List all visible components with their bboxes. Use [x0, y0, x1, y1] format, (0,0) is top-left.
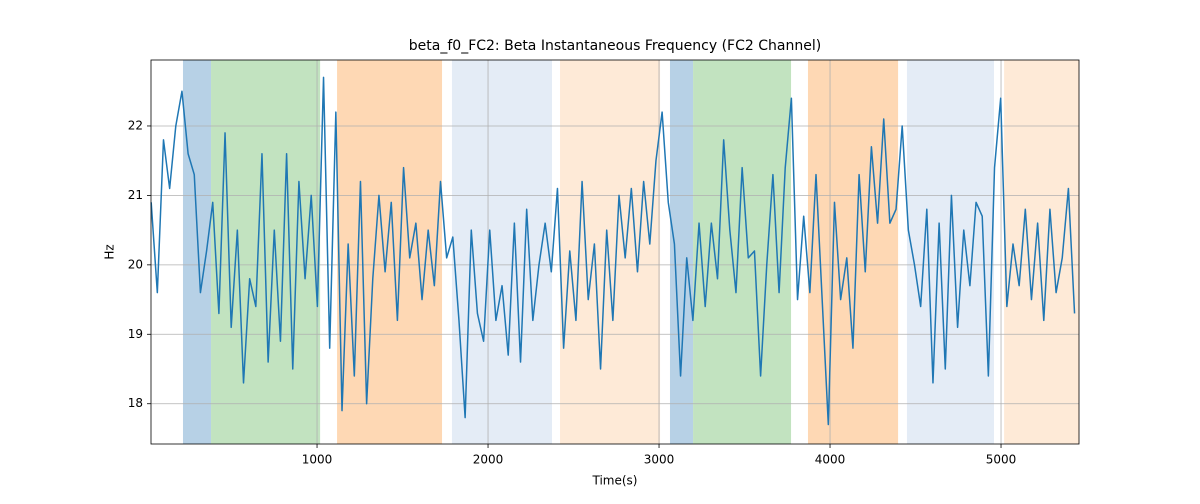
- x-tick-label: 2000: [473, 453, 504, 467]
- y-tick-label: 18: [128, 396, 143, 410]
- y-tick-label: 21: [128, 188, 143, 202]
- series-line: [150, 76, 1076, 426]
- x-tick-label: 4000: [815, 453, 846, 467]
- x-axis-label: Time(s): [592, 474, 638, 488]
- y-tick-label: 19: [128, 327, 143, 341]
- grid: 1000 2000 3000 4000 5000 18 19 20 21 22: [128, 60, 1079, 467]
- y-tick-label: 22: [128, 118, 143, 132]
- plot-frame: [150, 59, 1080, 445]
- span: [337, 60, 443, 444]
- plot: [150, 76, 1076, 426]
- chart-title: beta_f0_FC2: Beta Instantaneous Frequenc…: [409, 38, 821, 54]
- x-tick-label: 3000: [644, 453, 675, 467]
- span: [906, 60, 995, 444]
- x-tick-label: 5000: [986, 453, 1017, 467]
- x-tick-label: 1000: [302, 453, 333, 467]
- spans: [182, 60, 1079, 444]
- span: [1004, 60, 1079, 444]
- span: [669, 60, 694, 444]
- y-axis-label: Hz: [103, 244, 117, 259]
- span: [451, 60, 552, 444]
- span: [807, 60, 899, 444]
- span: [560, 60, 661, 444]
- y-tick-label: 20: [128, 257, 143, 271]
